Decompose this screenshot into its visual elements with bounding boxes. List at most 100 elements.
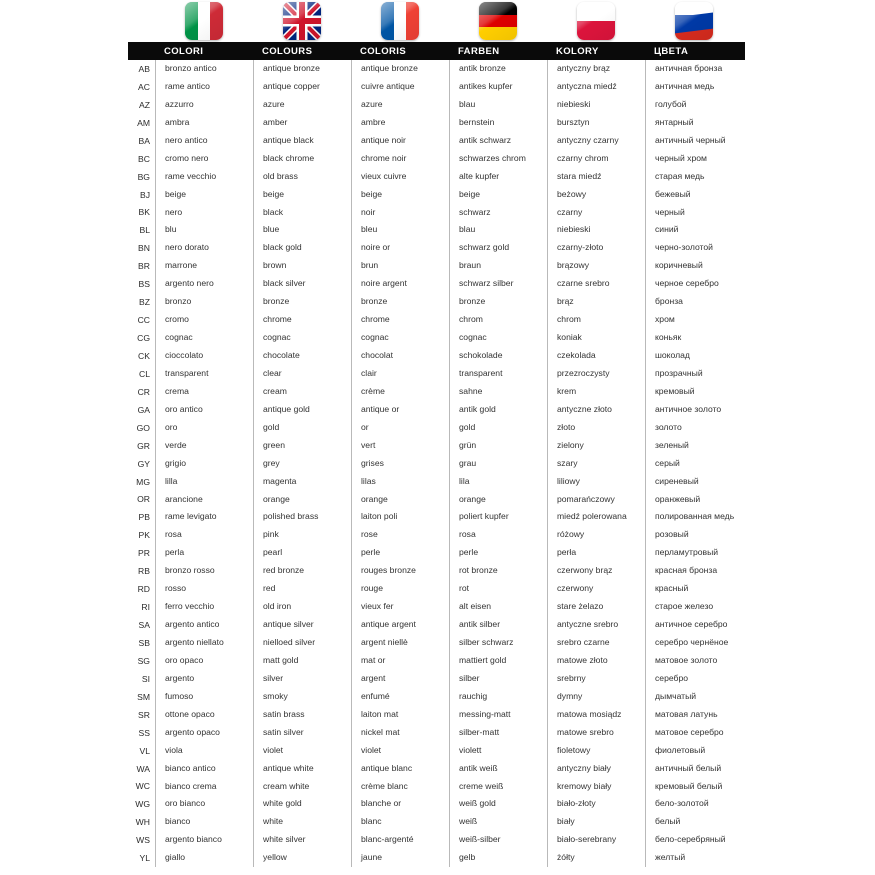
cell-5: белый — [645, 813, 743, 832]
cell-2: or — [351, 418, 449, 437]
cell-1: black silver — [253, 275, 351, 294]
cell-1: blue — [253, 221, 351, 240]
cell-4: przezroczysty — [547, 364, 645, 383]
cell-0: rosso — [155, 580, 253, 599]
cell-0: bianco crema — [155, 777, 253, 796]
cell-4: liliowy — [547, 472, 645, 491]
cell-1: smoky — [253, 687, 351, 706]
cell-5: сиреневый — [645, 472, 743, 491]
cell-5: дымчатый — [645, 687, 743, 706]
cell-1: pink — [253, 526, 351, 545]
column-header-colori: COLORI — [164, 45, 204, 57]
cell-3: schwarz — [449, 203, 547, 222]
cell-2: brun — [351, 257, 449, 276]
cell-5: черный — [645, 203, 743, 222]
cell-1: yellow — [253, 849, 351, 868]
row-code: BN — [138, 243, 150, 254]
cell-2: enfumé — [351, 687, 449, 706]
flag-cell-poland — [547, 0, 645, 42]
cell-0: nero antico — [155, 131, 253, 150]
cell-1: white gold — [253, 795, 351, 814]
cell-4: kremowy biały — [547, 777, 645, 796]
cell-0: argento niellato — [155, 634, 253, 652]
row-code: PR — [138, 548, 150, 559]
cell-2: orange — [351, 490, 449, 509]
cell-2: vert — [351, 436, 449, 455]
flag-cell-uk — [253, 0, 351, 42]
row-code: WA — [136, 763, 150, 774]
cell-1: old brass — [253, 167, 351, 186]
cell-4: czarny — [547, 203, 645, 222]
cell-2: rouge — [351, 580, 449, 599]
table-row: PK rosa pink rose rosa różowy розовый — [128, 526, 745, 545]
cell-0: argento opaco — [155, 723, 253, 742]
cell-0: rosa — [155, 526, 253, 545]
column-header-cveta: ЦВЕТА — [654, 45, 689, 57]
cell-3: bernstein — [449, 113, 547, 132]
cell-3: weiß — [449, 813, 547, 832]
cell-5: античный белый — [645, 759, 743, 778]
row-code: SI — [141, 673, 150, 684]
cell-0: verde — [155, 436, 253, 455]
cell-3: alt eisen — [449, 598, 547, 617]
cell-5: фиолетовый — [645, 741, 743, 760]
cell-2: bleu — [351, 221, 449, 240]
cell-4: beżowy — [547, 185, 645, 204]
cell-4: antyczny brąz — [547, 60, 645, 78]
flag-france-icon — [381, 2, 419, 40]
cell-5: античное золото — [645, 400, 743, 419]
cell-5: бронза — [645, 293, 743, 312]
cell-0: argento bianco — [155, 831, 253, 850]
flag-poland-icon — [577, 2, 615, 40]
cell-1: black — [253, 203, 351, 222]
cell-4: zielony — [547, 436, 645, 455]
cell-1: brown — [253, 257, 351, 276]
cell-3: creme weiß — [449, 777, 547, 796]
row-code: BG — [137, 171, 150, 182]
table-row: SG oro opaco matt gold mat or mattiert gold m… — [128, 651, 745, 670]
cell-2: bronze — [351, 293, 449, 312]
cell-3: lila — [449, 472, 547, 491]
cell-0: fumoso — [155, 687, 253, 706]
flag-cell-russia — [645, 0, 743, 42]
row-code: OR — [137, 494, 150, 505]
cell-0: rame antico — [155, 77, 253, 96]
cell-4: matowe złoto — [547, 651, 645, 670]
cell-5: бело-серебряный — [645, 831, 743, 850]
cell-1: beige — [253, 185, 351, 204]
cell-3: alte kupfer — [449, 167, 547, 186]
cell-3: antik schwarz — [449, 131, 547, 150]
cell-1: satin silver — [253, 723, 351, 742]
cell-0: perla — [155, 544, 253, 563]
cell-4: czarne srebro — [547, 275, 645, 294]
column-header-coloris: COLORIS — [360, 45, 407, 57]
cell-0: beige — [155, 185, 253, 204]
row-code: RD — [137, 584, 150, 595]
cell-2: violet — [351, 741, 449, 760]
table-row: CG cognac cognac cognac cognac koniak коньяк — [128, 329, 745, 347]
row-code: GA — [137, 404, 150, 415]
cell-4: stara miedź — [547, 167, 645, 186]
cell-0: nero — [155, 203, 253, 222]
cell-5: античный черный — [645, 131, 743, 150]
row-code: WH — [135, 817, 150, 828]
cell-3: transparent — [449, 364, 547, 383]
table-row: BJ beige beige beige beige beżowy бежевый — [128, 185, 745, 204]
table-row: SB argento niellato nielloed silver argent … — [128, 634, 745, 652]
table-row: GO oro gold or gold złoto золото — [128, 418, 745, 437]
table-row: BC cromo nero black chrome chrome noir schwa… — [128, 149, 745, 168]
table-row: AM ambra amber ambre bernstein bursztyn янтарн… — [128, 113, 745, 132]
cell-3: messing-matt — [449, 705, 547, 724]
cell-4: biały — [547, 813, 645, 832]
table-row: VL viola violet violet violett fioletowy фиоле… — [128, 741, 745, 760]
cell-0: cioccolato — [155, 347, 253, 365]
cell-0: oro antico — [155, 400, 253, 419]
table-row: PB rame levigato polished brass laiton poli… — [128, 508, 745, 527]
cell-4: biało-serebrany — [547, 831, 645, 850]
cell-0: argento — [155, 669, 253, 688]
table-row: CK cioccolato chocolate chocolat schokolade c… — [128, 347, 745, 365]
cell-4: pomarańczowy — [547, 490, 645, 509]
cell-0: transparent — [155, 364, 253, 383]
cell-5: синий — [645, 221, 743, 240]
cell-5: матовое золото — [645, 651, 743, 670]
